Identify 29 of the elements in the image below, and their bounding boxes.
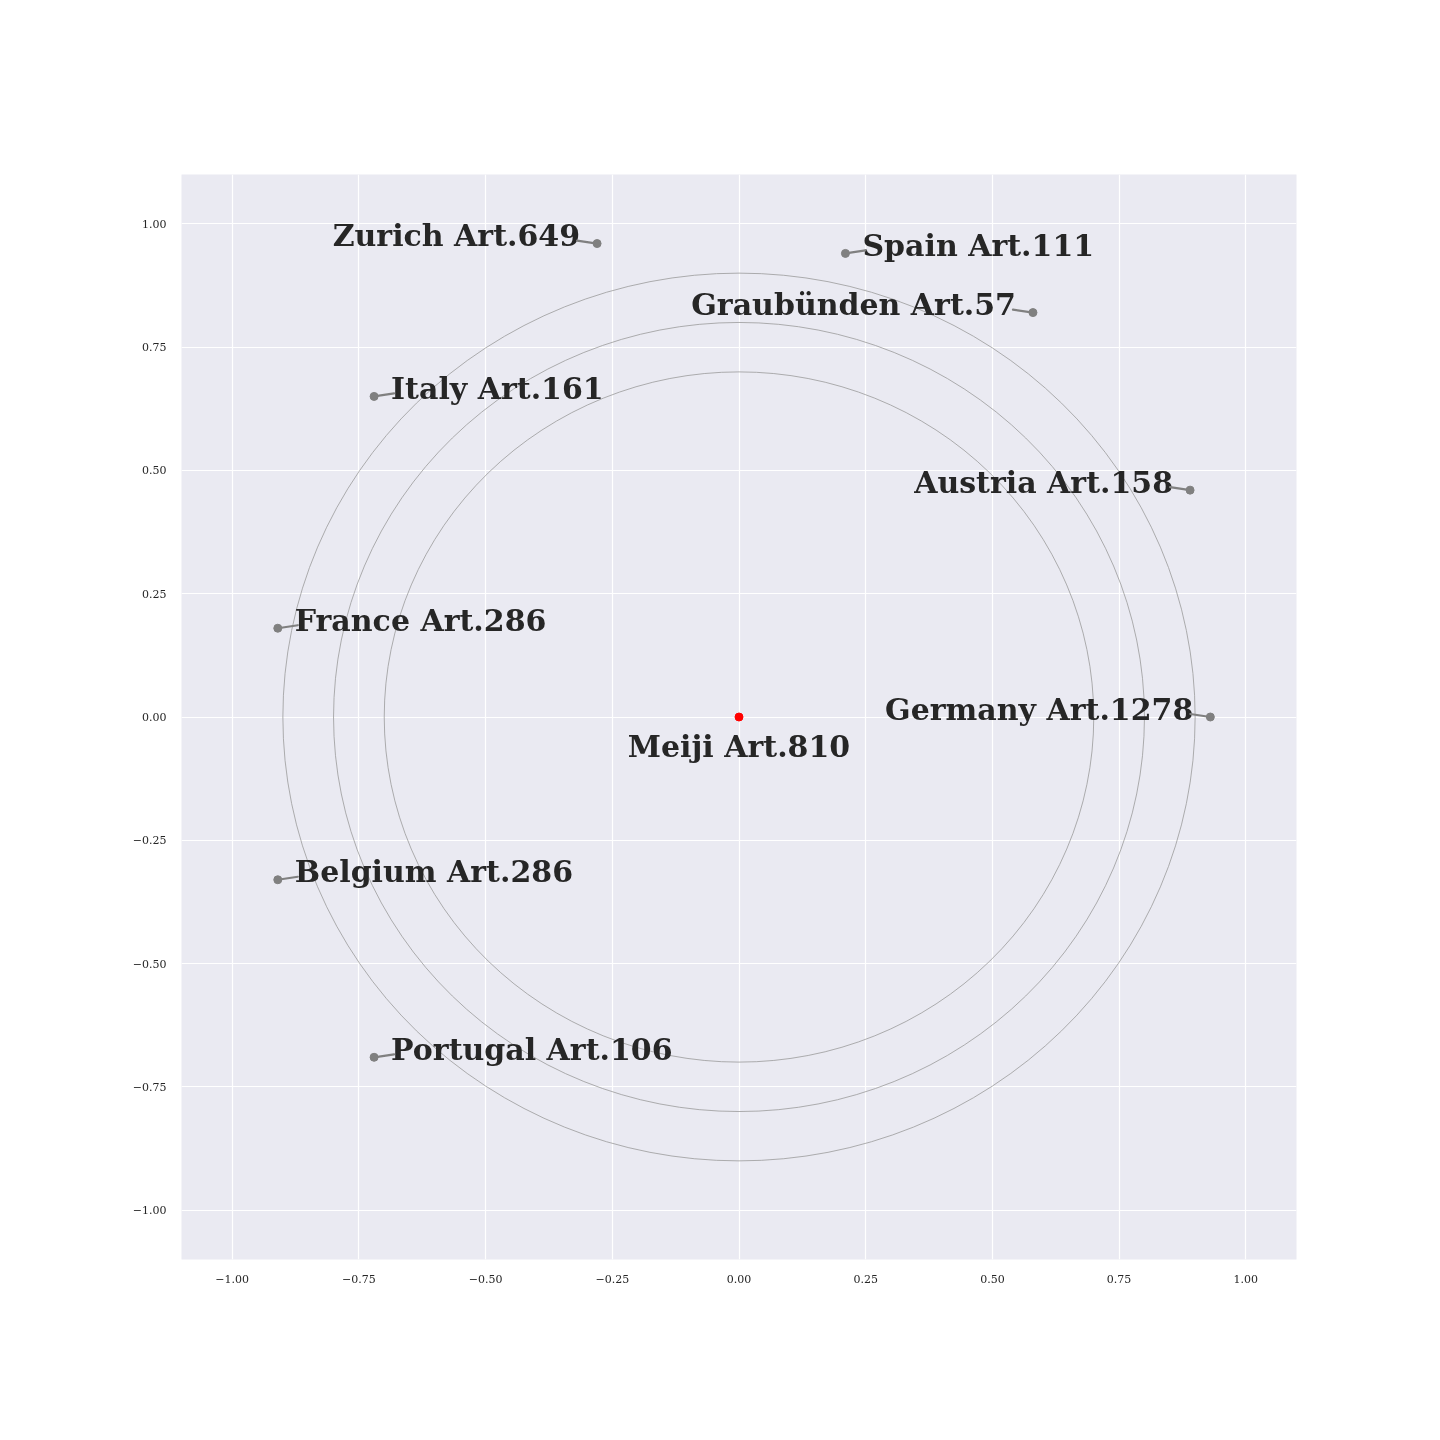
annotation: Graubünden Art.57 [691, 287, 1016, 323]
annotation: France Art.286 [294, 602, 547, 638]
y-tick-label: −0.25 [132, 834, 167, 848]
y-tick-label: 0.50 [142, 464, 167, 478]
x-tick-label: 0.25 [853, 1272, 878, 1286]
x-tick-label: 0.00 [726, 1272, 752, 1286]
y-tick-label: 0.00 [142, 711, 167, 724]
x-tick-label: −1.00 [215, 1272, 250, 1286]
x-tick-label: −0.25 [595, 1272, 630, 1286]
annotation: Austria Art.158 [913, 464, 1174, 500]
y-tick-label: −0.50 [132, 957, 167, 971]
annotation: Zurich Art.649 [332, 218, 581, 254]
x-tick-label: 0.50 [980, 1272, 1005, 1286]
annotation: Meiji Art.810 [627, 728, 851, 764]
y-tick-label: −0.75 [132, 1080, 167, 1094]
y-tick-label: −1.00 [132, 1204, 167, 1218]
point [840, 248, 850, 258]
annotation: Spain Art.111 [862, 227, 1095, 263]
annotation: Italy Art.161 [391, 370, 604, 406]
y-tick-label: 1.00 [142, 217, 167, 231]
x-tick-label: 1.00 [1233, 1272, 1259, 1286]
y-tick-label: 0.25 [142, 587, 167, 601]
annotation: Germany Art.1278 [885, 691, 1194, 727]
x-tick-label: 0.75 [1106, 1272, 1132, 1286]
annotation: Portugal Art.106 [391, 1031, 673, 1067]
x-tick-label: −0.75 [342, 1272, 376, 1286]
annotation: Belgium Art.286 [294, 854, 574, 890]
y-tick-label: 0.75 [142, 341, 167, 355]
x-tick-label: −0.50 [468, 1272, 503, 1286]
